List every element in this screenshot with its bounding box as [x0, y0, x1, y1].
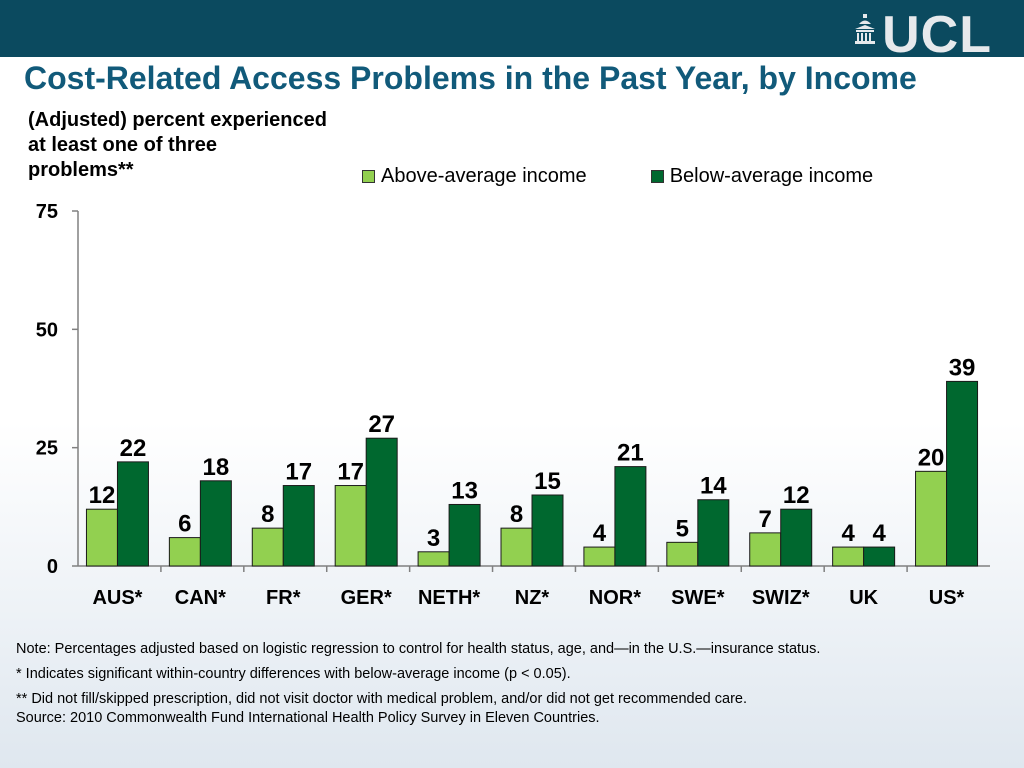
- x-category-label: SWE*: [671, 587, 725, 609]
- x-category-label: AUS*: [92, 587, 142, 609]
- x-category-label: NZ*: [515, 587, 550, 609]
- x-category-label: GER*: [341, 587, 392, 609]
- data-label-above: 7: [759, 506, 772, 533]
- x-category-label: FR*: [266, 587, 301, 609]
- bar-below-average: [365, 437, 398, 567]
- x-category-label: US*: [929, 587, 965, 609]
- bar-above-average: [251, 527, 284, 567]
- note-significance: * Indicates significant within-country d…: [16, 666, 571, 682]
- legend-item-above: Above-average income: [362, 165, 587, 188]
- footnotes: Note: Percentages adjusted based on logi…: [16, 640, 896, 728]
- data-label-above: 3: [427, 525, 440, 552]
- x-category-label: NETH*: [418, 587, 480, 609]
- y-tick-label: 50: [36, 319, 58, 341]
- legend-label-below: Below-average income: [669, 164, 874, 187]
- data-label-above: 8: [261, 501, 274, 528]
- bar-above-average: [334, 485, 367, 567]
- bar-below-average: [697, 499, 730, 567]
- data-label-below: 15: [534, 468, 561, 495]
- data-label-below: 22: [120, 435, 147, 462]
- bar-above-average: [417, 551, 450, 567]
- y-tick-label: 25: [36, 438, 58, 460]
- note-adjustment: Note: Percentages adjusted based on logi…: [16, 641, 821, 657]
- bar-below-average: [116, 461, 149, 567]
- data-label-above: 17: [337, 459, 364, 486]
- data-label-above: 8: [510, 501, 523, 528]
- chart-subtitle: (Adjusted) percent experienced at least …: [28, 109, 327, 181]
- data-label-above: 4: [593, 520, 607, 547]
- data-label-below: 14: [700, 473, 727, 500]
- data-label-above: 12: [89, 482, 116, 509]
- data-label-above: 6: [178, 511, 191, 538]
- legend-label-above: Above-average income: [381, 164, 587, 187]
- legend-item-below: Below-average income: [650, 164, 874, 188]
- y-tick-label: 0: [47, 556, 58, 578]
- bar-above-average: [666, 541, 699, 567]
- bar-above-average: [500, 527, 533, 567]
- bar-above-average: [85, 508, 118, 567]
- data-label-below: 27: [368, 411, 395, 438]
- bar-below-average: [282, 485, 315, 567]
- bar-below-average: [946, 380, 979, 567]
- bar-above-average: [583, 546, 616, 567]
- logo-text: UCL: [882, 6, 992, 64]
- bar-below-average: [199, 480, 232, 567]
- y-tick-label: 75: [36, 201, 58, 223]
- legend-swatch-above: [362, 169, 375, 183]
- note-problems: ** Did not fill/skipped prescription, di…: [16, 691, 748, 707]
- x-category-label: NOR*: [589, 587, 641, 609]
- bar-above-average: [749, 532, 782, 567]
- data-label-below: 21: [617, 440, 644, 467]
- data-label-above: 20: [918, 444, 945, 471]
- data-label-below: 39: [949, 354, 976, 381]
- ucl-logo: UCL: [854, 6, 992, 64]
- portico-icon: [855, 14, 876, 44]
- header-band: [0, 0, 1024, 57]
- data-label-below: 12: [783, 482, 810, 509]
- data-label-below: 4: [872, 520, 886, 547]
- x-category-label: CAN*: [175, 587, 226, 609]
- legend-swatch-below: [650, 169, 664, 183]
- note-source: Source: 2010 Commonwealth Fund Internati…: [16, 710, 600, 726]
- bar-chart: 02550751222AUS*618CAN*817FR*1727GER*313N…: [36, 201, 990, 609]
- data-label-above: 4: [841, 520, 855, 547]
- bar-below-average: [863, 546, 896, 567]
- chart-legend: Above-average income Below-average incom…: [362, 164, 937, 188]
- bar-below-average: [531, 494, 564, 567]
- data-label-above: 5: [676, 515, 689, 542]
- data-label-below: 17: [285, 459, 312, 486]
- data-label-below: 13: [451, 477, 478, 504]
- bar-below-average: [448, 503, 481, 567]
- bar-above-average: [832, 546, 865, 567]
- bar-below-average: [780, 508, 813, 567]
- page-title: Cost-Related Access Problems in the Past…: [24, 60, 917, 96]
- bar-above-average: [915, 470, 948, 567]
- data-label-below: 18: [203, 454, 230, 481]
- x-category-label: UK: [849, 587, 878, 609]
- bar-below-average: [614, 466, 647, 567]
- bar-above-average: [168, 537, 201, 567]
- x-category-label: SWIZ*: [752, 587, 810, 609]
